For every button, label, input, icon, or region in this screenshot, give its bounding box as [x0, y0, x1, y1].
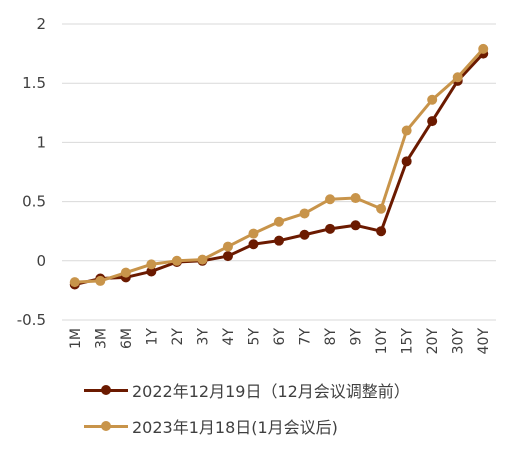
x-tick-label: 2Y	[170, 328, 186, 346]
y-tick-label: 1.5	[22, 74, 46, 92]
series-1-point	[401, 156, 412, 167]
y-tick-label: 0.5	[22, 193, 46, 211]
series-2-point	[222, 241, 233, 252]
series-lines	[69, 43, 489, 290]
x-axis-tick-labels: 1M 3M 6M 1Y 2Y 3Y 4Y 5Y 6Y 7Y 8Y 9Y 10Y 15Y 20Y 30Y 40Y	[68, 328, 492, 355]
series-1-point	[299, 229, 310, 240]
series-2-point	[325, 194, 336, 205]
x-tick-label: 15Y	[400, 328, 416, 355]
series-2-point	[299, 208, 310, 219]
series-1-point	[325, 223, 336, 234]
series-2-point	[274, 216, 284, 227]
x-tick-label: 20Y	[425, 328, 441, 355]
legend-swatch-series-1	[84, 382, 128, 398]
series-1-point	[222, 251, 233, 262]
series-2-point	[401, 125, 412, 136]
y-tick-label: 0	[36, 252, 46, 270]
series-2-point	[350, 193, 361, 204]
x-tick-label: 3M	[93, 328, 109, 349]
legend-label-series-2: 2023年1月18日(1月会议后)	[132, 418, 338, 437]
legend-swatch-series-2	[84, 418, 128, 434]
series-2-point	[171, 255, 182, 266]
series-2-point	[95, 275, 106, 286]
x-tick-label: 6Y	[272, 328, 288, 346]
x-tick-label: 1Y	[144, 328, 160, 346]
series-2-point	[452, 72, 463, 83]
x-tick-label: 8Y	[323, 328, 339, 346]
y-tick-label: 2	[36, 15, 46, 33]
series-1-point	[376, 226, 387, 237]
series-2-point	[69, 277, 80, 288]
series-2-point	[427, 94, 438, 105]
legend-item-series-1: 2022年12月19日（12月会议调整前）	[84, 376, 410, 404]
x-tick-label: 1M	[68, 328, 84, 349]
series-2-line	[74, 47, 485, 284]
gridlines	[62, 23, 496, 321]
series-2-point	[146, 259, 157, 270]
series-2	[69, 43, 489, 288]
x-tick-label: 7Y	[298, 328, 314, 346]
series-1-point	[427, 116, 438, 127]
series-2-point	[197, 254, 208, 265]
x-tick-label: 10Y	[374, 328, 390, 355]
legend-item-series-2: 2023年1月18日(1月会议后)	[84, 412, 410, 440]
series-2-point	[120, 267, 131, 278]
x-tick-label: 9Y	[349, 328, 365, 346]
series-1-point	[248, 239, 259, 250]
legend: 2022年12月19日（12月会议调整前） 2023年1月18日(1月会议后)	[84, 376, 410, 448]
series-2-point	[376, 203, 387, 214]
x-tick-label: 4Y	[221, 328, 237, 346]
series-1-line	[74, 52, 485, 286]
legend-label-series-1: 2022年12月19日（12月会议调整前）	[132, 382, 410, 401]
series-1	[69, 48, 489, 290]
series-1-point	[146, 266, 157, 277]
series-1-point	[350, 220, 361, 231]
series-2-point	[248, 228, 259, 239]
series-1-point	[274, 235, 284, 246]
x-tick-label: 3Y	[195, 328, 211, 346]
x-tick-label: 6M	[119, 328, 135, 349]
x-tick-label: 30Y	[451, 328, 467, 355]
series-2-point	[478, 43, 489, 54]
y-tick-label: -0.5	[17, 311, 46, 329]
y-axis-tick-labels: -0.5 0 0.5 1 1.5 2	[17, 15, 46, 329]
x-tick-label: 40Y	[476, 328, 492, 355]
x-tick-label: 5Y	[246, 328, 262, 346]
y-tick-label: 1	[36, 133, 46, 151]
